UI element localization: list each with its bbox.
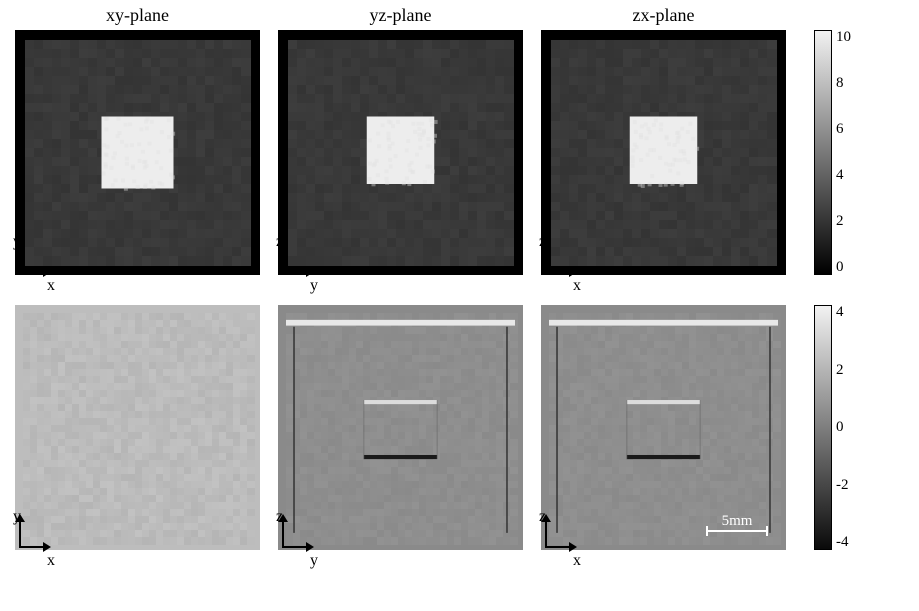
colorbar-tick: 6 xyxy=(836,122,851,137)
colorbar-tick: 2 xyxy=(836,214,851,229)
axes-yz-top: z y xyxy=(278,275,523,305)
spacer xyxy=(804,0,864,30)
colorbar-tick: -4 xyxy=(836,535,849,550)
colorbar-tick: -2 xyxy=(836,478,849,493)
axes-xy-bot: y x xyxy=(15,550,260,580)
panel-yz-top xyxy=(278,30,523,275)
colorbar-bot: 420-2-4 xyxy=(814,305,832,550)
colorbar-tick: 0 xyxy=(836,260,851,275)
axis-x-label: y xyxy=(310,552,318,570)
col-title-xy: xy-plane xyxy=(15,5,260,30)
spacer xyxy=(804,550,864,580)
axes-zx-bot: z x xyxy=(541,550,786,580)
colorbar-gradient xyxy=(814,305,832,550)
axis-x-label: x xyxy=(47,277,55,295)
axis-x-label: x xyxy=(573,277,581,295)
colorbar-tick: 10 xyxy=(836,30,851,45)
axis-y-label: z xyxy=(539,233,546,251)
panel-zx-bot: 5mm xyxy=(541,305,786,550)
axis-x-label: x xyxy=(47,552,55,570)
colorbar-top: 1086420 xyxy=(814,30,832,275)
axis-y-label: z xyxy=(276,233,283,251)
col-title-zx: zx-plane xyxy=(541,5,786,30)
figure-grid: xy-plane yz-plane zx-plane 10 8 6 4 2 0 y x z… xyxy=(0,0,919,580)
panel-zx-top xyxy=(541,30,786,275)
axis-y-label: y xyxy=(13,508,21,526)
panel-yz-bot xyxy=(278,305,523,550)
colorbar-gradient xyxy=(814,30,832,275)
axes-zx-top: z x xyxy=(541,275,786,305)
colorbar-tick: 2 xyxy=(836,363,849,378)
scalebar: 5mm xyxy=(706,513,768,532)
colorbar-tick: 0 xyxy=(836,420,849,435)
axes-xy-top: y x xyxy=(15,275,260,305)
col-title-yz: yz-plane xyxy=(278,5,523,30)
panel-xy-top xyxy=(15,30,260,275)
colorbar-tick: 4 xyxy=(836,168,851,183)
spacer xyxy=(804,275,864,305)
axis-y-label: z xyxy=(276,508,283,526)
colorbar-tick: 4 xyxy=(836,305,849,320)
colorbar-tick: 8 xyxy=(836,76,851,91)
scalebar-label: 5mm xyxy=(722,513,753,530)
panel-xy-bot xyxy=(15,305,260,550)
axis-y-label: y xyxy=(13,233,21,251)
colorbar-ticks: 4 2 0 -2 -4 xyxy=(836,305,849,550)
axis-y-label: z xyxy=(539,508,546,526)
axis-x-label: y xyxy=(310,277,318,295)
axis-x-label: x xyxy=(573,552,581,570)
colorbar-ticks: 10 8 6 4 2 0 xyxy=(836,30,851,275)
axes-yz-bot: z y xyxy=(278,550,523,580)
